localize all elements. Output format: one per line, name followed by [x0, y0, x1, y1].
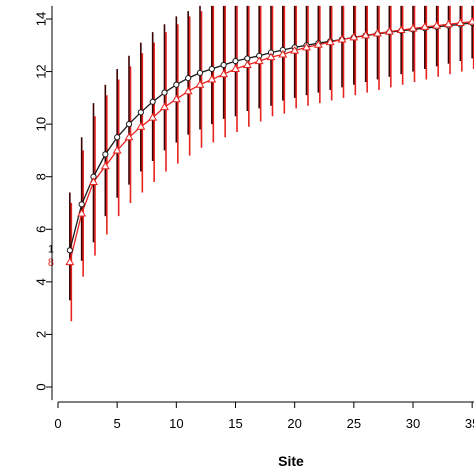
data-point: [207, 74, 217, 83]
data-point: [396, 25, 406, 34]
axes-layer: 0 2 4 6 8 10 12 14 0 5 10 15 20 25 30 35: [33, 5, 474, 431]
series-start-label: 1: [48, 243, 54, 255]
data-point: [278, 49, 288, 58]
data-point: [325, 37, 335, 46]
data-point: [432, 20, 442, 29]
x-axis-title: Site: [278, 453, 304, 469]
data-point: [78, 201, 85, 208]
data-point: [302, 42, 311, 51]
data-point: [171, 94, 181, 103]
data-point: [349, 32, 359, 41]
data-point: [219, 69, 229, 78]
data-point: [89, 177, 98, 185]
data-point: [244, 55, 251, 62]
error-bars-layer: [69, 5, 474, 322]
data-point: [384, 27, 394, 35]
data-point: [444, 19, 453, 28]
data-point: [254, 56, 264, 65]
data-point: [231, 64, 240, 72]
data-point: [102, 151, 109, 158]
data-point: [148, 112, 158, 121]
x-tick-label: 5: [114, 416, 121, 431]
y-tick-label: 6: [33, 226, 48, 233]
data-point: [136, 122, 146, 130]
data-point: [266, 52, 276, 61]
data-point: [112, 145, 122, 154]
data-point: [361, 30, 371, 39]
data-point: [137, 109, 144, 116]
x-tick-label: 10: [169, 416, 183, 431]
data-point: [100, 161, 110, 170]
y-tick-label: 14: [33, 12, 48, 26]
data-point: [220, 61, 227, 69]
x-tick-label: 30: [406, 416, 420, 431]
x-tick-label: 35: [465, 416, 474, 431]
data-point: [185, 75, 192, 82]
data-point: [149, 98, 156, 105]
data-point: [408, 23, 418, 32]
x-tick-label: 20: [287, 416, 301, 431]
data-point: [65, 257, 75, 266]
series-start-label: 8: [48, 257, 54, 269]
y-tick-label: 0: [33, 383, 48, 390]
data-point: [77, 208, 87, 217]
data-point: [183, 86, 193, 95]
data-point: [290, 45, 300, 54]
y-tick-label: 4: [33, 278, 48, 285]
y-tick-label: 12: [33, 64, 48, 78]
data-point: [208, 65, 215, 73]
data-point: [467, 17, 474, 25]
x-tick-label: 15: [228, 416, 242, 431]
y-tick-label: 8: [33, 173, 48, 180]
data-point: [420, 22, 430, 30]
data-point: [173, 81, 180, 88]
data-point: [160, 102, 169, 111]
x-tick-label: 0: [54, 416, 61, 431]
data-point: [373, 28, 382, 37]
markers-layer: 18: [48, 17, 474, 269]
data-point: [195, 80, 205, 88]
data-point: [232, 57, 239, 65]
y-tick-label: 2: [33, 331, 48, 338]
data-point: [114, 134, 121, 141]
data-point: [313, 40, 323, 48]
data-point: [242, 60, 252, 69]
data-point: [161, 89, 168, 96]
y-tick-label: 10: [33, 117, 48, 131]
data-point: [124, 132, 134, 141]
data-point: [196, 69, 204, 76]
data-point: [455, 18, 465, 26]
data-point: [337, 34, 347, 43]
data-point: [125, 121, 133, 128]
data-point: [66, 247, 73, 254]
x-tick-label: 25: [347, 416, 361, 431]
